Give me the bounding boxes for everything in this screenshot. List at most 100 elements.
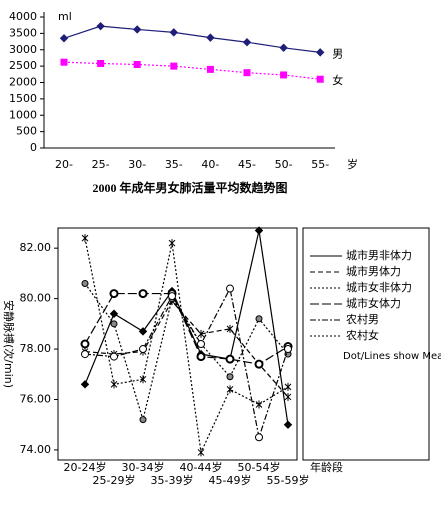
point bbox=[110, 352, 118, 361]
legend-label: 城市女体力 bbox=[346, 296, 401, 310]
point bbox=[138, 289, 148, 299]
point bbox=[169, 28, 179, 37]
point bbox=[109, 289, 119, 299]
point bbox=[168, 239, 176, 248]
point bbox=[80, 339, 90, 349]
legend-label: 男 bbox=[332, 47, 343, 60]
point bbox=[226, 324, 234, 333]
y-tick-label: 74.00 bbox=[20, 443, 52, 456]
legend-label: 女 bbox=[332, 73, 343, 87]
x-tick-label: 35-39岁 bbox=[151, 473, 194, 487]
x-tick-label: 20- bbox=[55, 158, 73, 171]
point bbox=[255, 315, 263, 323]
point bbox=[96, 21, 105, 31]
series-line bbox=[84, 283, 289, 422]
point bbox=[139, 345, 147, 354]
point bbox=[109, 309, 119, 318]
y-tick-label: 3000 bbox=[9, 43, 37, 56]
series-line bbox=[63, 25, 321, 53]
point bbox=[315, 48, 325, 57]
point bbox=[284, 382, 292, 391]
point bbox=[254, 359, 264, 369]
point bbox=[243, 69, 251, 77]
point bbox=[170, 62, 178, 70]
point bbox=[226, 373, 234, 381]
point bbox=[280, 71, 288, 79]
y-tick-label: 500 bbox=[16, 125, 37, 138]
y-tick-label: 76.00 bbox=[20, 392, 52, 405]
series-line bbox=[63, 61, 321, 80]
legend-label: 农村女 bbox=[346, 328, 379, 342]
point bbox=[226, 385, 234, 394]
point bbox=[225, 354, 235, 364]
x-tick-label: 30-34岁 bbox=[122, 460, 165, 474]
point bbox=[110, 320, 118, 328]
point bbox=[197, 448, 205, 457]
y-tick-label: 2500 bbox=[9, 59, 37, 72]
point bbox=[139, 416, 147, 424]
point bbox=[110, 380, 118, 389]
point bbox=[226, 284, 234, 293]
y-axis-unit: ml bbox=[58, 10, 72, 23]
y-tick-label: 1000 bbox=[9, 108, 37, 121]
y-tick-label: 82.00 bbox=[20, 241, 52, 254]
point bbox=[139, 375, 147, 384]
point bbox=[206, 65, 214, 73]
point bbox=[279, 43, 288, 52]
point bbox=[133, 60, 141, 68]
point bbox=[316, 75, 324, 83]
point bbox=[132, 25, 142, 34]
x-tick-label: 45- bbox=[238, 158, 256, 171]
x-axis-unit: 岁 bbox=[347, 157, 358, 171]
point bbox=[138, 327, 148, 336]
x-tick-label: 35- bbox=[165, 158, 183, 171]
y-tick-label: 4000 bbox=[9, 10, 37, 23]
x-tick-label: 55- bbox=[311, 158, 329, 171]
x-tick-label: 30- bbox=[128, 158, 146, 171]
point bbox=[59, 34, 69, 43]
y-tick-label: 3500 bbox=[9, 26, 37, 39]
point bbox=[80, 380, 90, 389]
legend-label: 城市女非体力 bbox=[346, 280, 412, 294]
legend-label: 农村男 bbox=[346, 312, 379, 326]
y-tick-label: 78.00 bbox=[20, 342, 52, 355]
y-axis-label: 安静脉搏(次/min) bbox=[2, 300, 16, 388]
point bbox=[81, 350, 89, 359]
point bbox=[284, 392, 292, 401]
x-tick-label: 45-49岁 bbox=[209, 473, 252, 487]
point bbox=[254, 226, 264, 235]
y-tick-label: 1500 bbox=[9, 92, 37, 105]
x-tick-label: 40-44岁 bbox=[180, 460, 223, 474]
x-tick-label: 20-24岁 bbox=[64, 460, 107, 474]
point bbox=[81, 279, 89, 287]
plot-frame bbox=[57, 227, 298, 461]
x-tick-label: 25-29岁 bbox=[93, 473, 136, 487]
series-line bbox=[84, 286, 289, 440]
legend-label: 城市男非体力 bbox=[346, 248, 412, 262]
point bbox=[206, 33, 215, 42]
series-line bbox=[84, 292, 289, 365]
point bbox=[197, 329, 205, 338]
point bbox=[242, 38, 252, 47]
point bbox=[168, 292, 176, 301]
point bbox=[60, 58, 68, 66]
point bbox=[255, 400, 263, 409]
point bbox=[255, 433, 263, 442]
x-axis-label: 年龄段 bbox=[310, 460, 343, 474]
point bbox=[97, 60, 105, 68]
point bbox=[197, 340, 205, 348]
x-tick-label: 40- bbox=[201, 158, 219, 171]
y-tick-label: 0 bbox=[30, 141, 37, 154]
y-tick-label: 2000 bbox=[9, 76, 37, 89]
point bbox=[283, 420, 293, 429]
annotation: Dot/Lines show Means bbox=[343, 351, 441, 362]
x-tick-label: 25- bbox=[92, 158, 110, 171]
series-line bbox=[84, 300, 289, 398]
legend-label: 城市男体力 bbox=[346, 264, 401, 278]
y-tick-label: 80.00 bbox=[20, 292, 52, 305]
x-tick-label: 50-54岁 bbox=[238, 460, 281, 474]
legend-frame bbox=[302, 227, 430, 461]
